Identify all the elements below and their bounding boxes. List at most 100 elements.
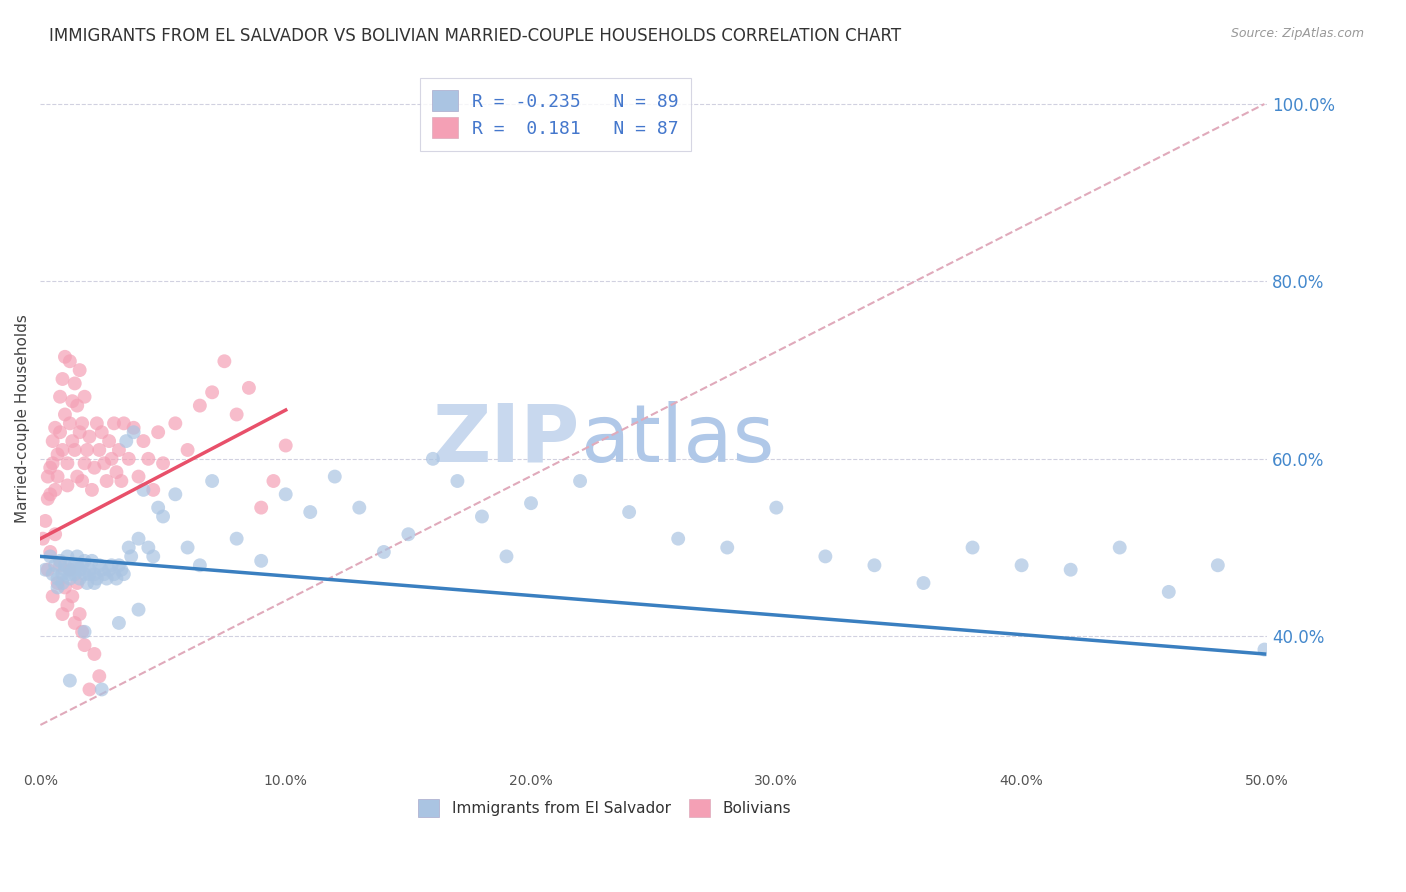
Point <box>118 541 141 555</box>
Point <box>44 527 66 541</box>
Point <box>83 460 105 475</box>
Point <box>105 465 128 479</box>
Point <box>349 500 371 515</box>
Point <box>1253 642 1275 657</box>
Point <box>46 447 69 461</box>
Point <box>110 474 132 488</box>
Point <box>66 558 89 573</box>
Point <box>110 563 132 577</box>
Point <box>51 576 73 591</box>
Point <box>73 624 96 639</box>
Text: atlas: atlas <box>581 401 775 479</box>
Point <box>274 438 297 452</box>
Point <box>666 532 689 546</box>
Point <box>98 563 121 577</box>
Point <box>66 399 89 413</box>
Point <box>66 576 89 591</box>
Point <box>93 456 115 470</box>
Point <box>250 554 273 568</box>
Point <box>39 549 62 564</box>
Point <box>103 417 125 431</box>
Point <box>70 624 93 639</box>
Point <box>37 469 59 483</box>
Point <box>53 558 76 573</box>
Point <box>66 549 89 564</box>
Point <box>89 558 111 573</box>
Point <box>863 558 886 573</box>
Point <box>69 572 91 586</box>
Point <box>274 487 297 501</box>
Point <box>56 456 79 470</box>
Point <box>86 417 108 431</box>
Point <box>59 572 82 586</box>
Point <box>73 456 96 470</box>
Point <box>49 390 72 404</box>
Point <box>520 496 543 510</box>
Point <box>225 532 247 546</box>
Point <box>262 474 284 488</box>
Point <box>120 549 142 564</box>
Point <box>56 598 79 612</box>
Point <box>60 563 83 577</box>
Point <box>41 456 63 470</box>
Point <box>115 434 138 448</box>
Point <box>73 390 96 404</box>
Point <box>80 554 103 568</box>
Point <box>142 549 165 564</box>
Point <box>44 483 66 497</box>
Point <box>716 541 738 555</box>
Point <box>201 385 224 400</box>
Point <box>59 354 82 368</box>
Point <box>90 425 112 440</box>
Point <box>51 442 73 457</box>
Point <box>176 541 198 555</box>
Point <box>73 567 96 582</box>
Point <box>73 638 96 652</box>
Point <box>422 451 444 466</box>
Text: Source: ZipAtlas.com: Source: ZipAtlas.com <box>1230 27 1364 40</box>
Point <box>108 442 131 457</box>
Point <box>76 576 98 591</box>
Point <box>60 434 83 448</box>
Point <box>53 581 76 595</box>
Point <box>165 487 187 501</box>
Point <box>1157 585 1180 599</box>
Point <box>60 590 83 604</box>
Point <box>59 563 82 577</box>
Point <box>39 487 62 501</box>
Point <box>122 421 145 435</box>
Point <box>51 607 73 621</box>
Point <box>39 545 62 559</box>
Point <box>1011 558 1033 573</box>
Point <box>41 567 63 582</box>
Point <box>49 558 72 573</box>
Point <box>122 425 145 440</box>
Point <box>1108 541 1130 555</box>
Point <box>112 417 135 431</box>
Point <box>142 483 165 497</box>
Point <box>59 673 82 688</box>
Point <box>90 563 112 577</box>
Point <box>138 451 160 466</box>
Text: ZIP: ZIP <box>433 401 581 479</box>
Point <box>93 567 115 582</box>
Point <box>51 372 73 386</box>
Point <box>225 408 247 422</box>
Point <box>60 394 83 409</box>
Text: IMMIGRANTS FROM EL SALVADOR VS BOLIVIAN MARRIED-COUPLE HOUSEHOLDS CORRELATION CH: IMMIGRANTS FROM EL SALVADOR VS BOLIVIAN … <box>49 27 901 45</box>
Point <box>63 558 86 573</box>
Point <box>63 567 86 582</box>
Point <box>471 509 494 524</box>
Point <box>108 615 131 630</box>
Point <box>128 532 150 546</box>
Point <box>46 581 69 595</box>
Point <box>146 500 169 515</box>
Point <box>83 576 105 591</box>
Point <box>46 576 69 591</box>
Point <box>59 417 82 431</box>
Point <box>69 425 91 440</box>
Point <box>59 567 82 582</box>
Point <box>962 541 984 555</box>
Point <box>299 505 322 519</box>
Point <box>569 474 592 488</box>
